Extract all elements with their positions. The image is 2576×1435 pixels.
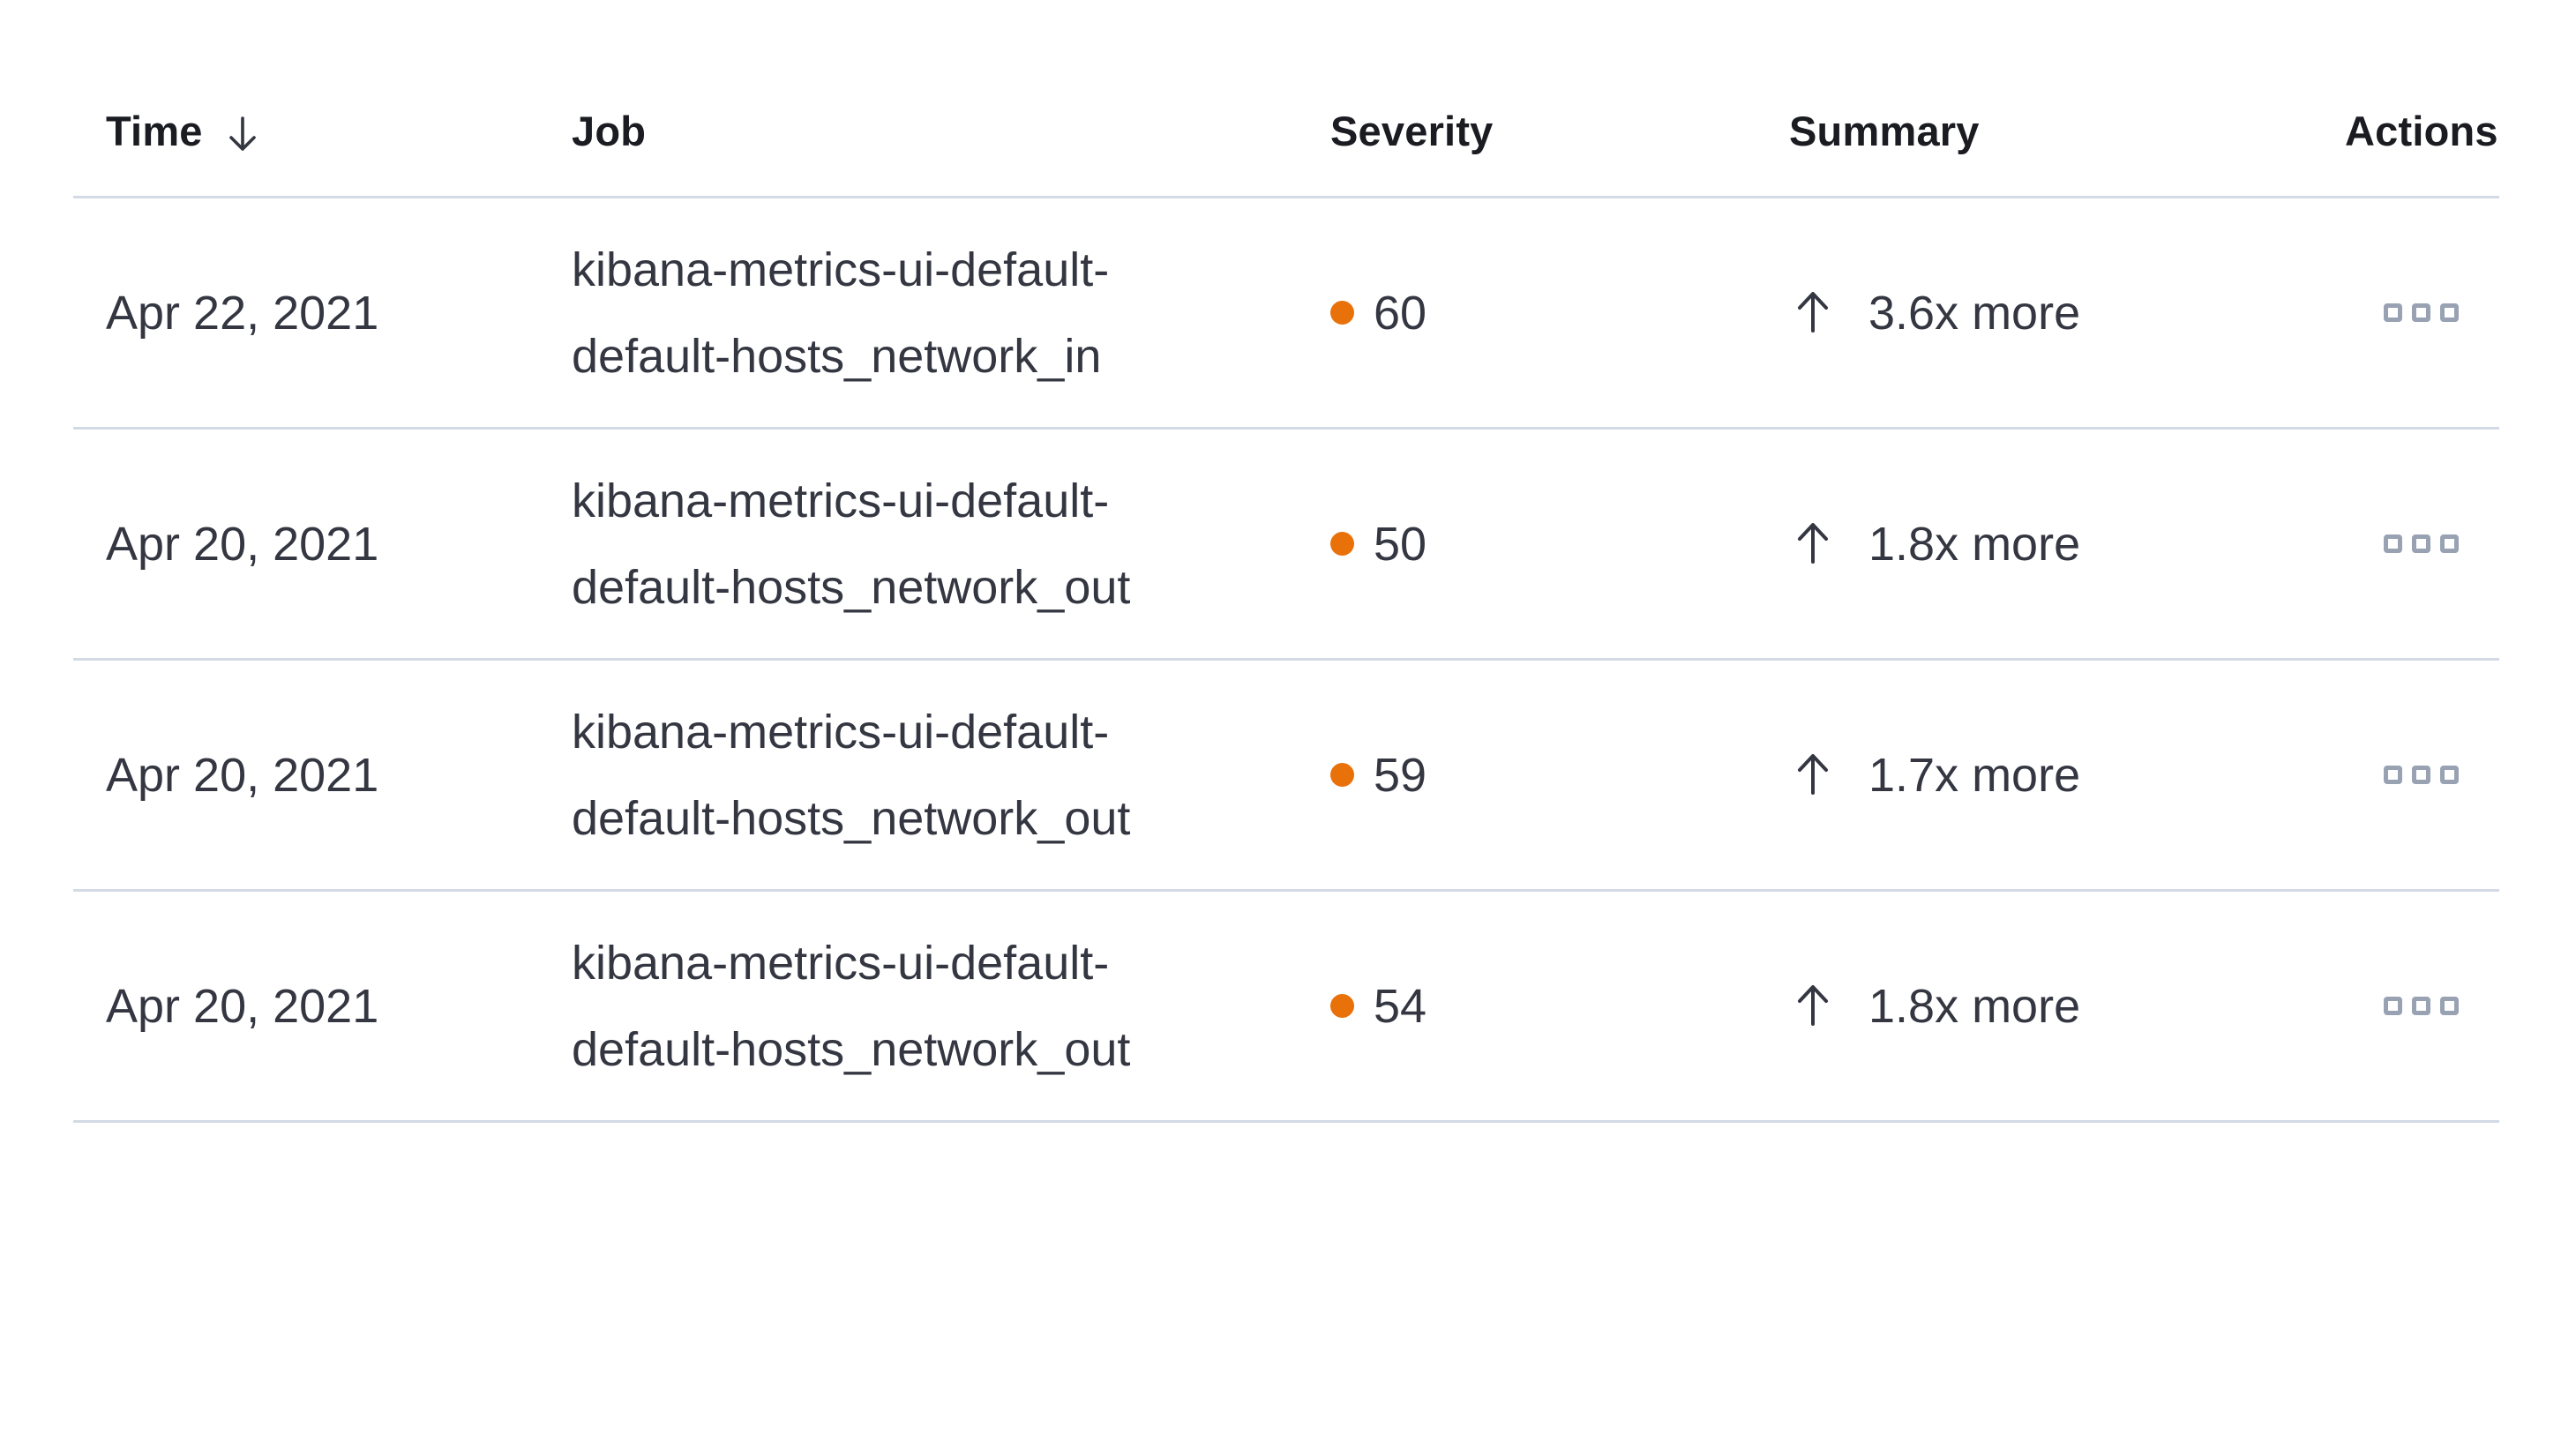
column-header-summary[interactable]: Summary bbox=[1789, 107, 2345, 155]
row-actions-button[interactable] bbox=[2384, 766, 2499, 784]
job-name: kibana-metrics-ui-default-default-hosts_… bbox=[572, 936, 1131, 1076]
time-value: Apr 22, 2021 bbox=[106, 286, 379, 340]
summary-text: 1.8x more bbox=[1868, 517, 2081, 571]
actions-cell bbox=[2345, 766, 2499, 784]
summary-text: 1.8x more bbox=[1868, 979, 2081, 1033]
time-value: Apr 20, 2021 bbox=[106, 517, 379, 571]
severity-dot-icon bbox=[1330, 301, 1354, 325]
job-name: kibana-metrics-ui-default-default-hosts_… bbox=[572, 243, 1110, 383]
column-header-actions: Actions bbox=[2345, 107, 2517, 155]
arrow-up-icon bbox=[1789, 749, 1837, 798]
severity-score: 54 bbox=[1374, 979, 1427, 1033]
job-cell: kibana-metrics-ui-default-default-hosts_… bbox=[572, 920, 1330, 1093]
severity-cell: 60 bbox=[1330, 286, 1789, 340]
sort-descending-icon bbox=[224, 114, 261, 154]
column-header-severity-label: Severity bbox=[1330, 108, 1494, 154]
severity-score: 50 bbox=[1374, 517, 1427, 571]
job-cell: kibana-metrics-ui-default-default-hosts_… bbox=[572, 227, 1330, 400]
job-name: kibana-metrics-ui-default-default-hosts_… bbox=[572, 705, 1131, 845]
column-header-time[interactable]: Time bbox=[73, 107, 572, 155]
job-cell: kibana-metrics-ui-default-default-hosts_… bbox=[572, 458, 1330, 631]
job-name: kibana-metrics-ui-default-default-hosts_… bbox=[572, 474, 1131, 614]
row-actions-button[interactable] bbox=[2384, 534, 2499, 553]
table-body: Apr 22, 2021 kibana-metrics-ui-default-d… bbox=[73, 198, 2499, 1123]
actions-cell bbox=[2345, 997, 2499, 1015]
column-header-time-label: Time bbox=[106, 108, 203, 154]
column-header-summary-label: Summary bbox=[1789, 108, 1980, 154]
time-value: Apr 20, 2021 bbox=[106, 979, 379, 1033]
time-cell: Apr 20, 2021 bbox=[73, 979, 572, 1034]
arrow-up-icon bbox=[1789, 980, 1837, 1029]
column-header-severity[interactable]: Severity bbox=[1330, 107, 1789, 155]
actions-menu-icon bbox=[2384, 766, 2402, 784]
summary-cell: 3.6x more bbox=[1789, 286, 2345, 340]
time-cell: Apr 20, 2021 bbox=[73, 517, 572, 572]
column-header-job[interactable]: Job bbox=[572, 107, 1330, 155]
anomaly-row: Apr 20, 2021 kibana-metrics-ui-default-d… bbox=[73, 661, 2499, 892]
anomaly-row: Apr 20, 2021 kibana-metrics-ui-default-d… bbox=[73, 430, 2499, 661]
severity-cell: 59 bbox=[1330, 748, 1789, 803]
summary-cell: 1.8x more bbox=[1789, 517, 2345, 572]
anomalies-table: Time Job Severity Summary Actions Apr 22… bbox=[73, 0, 2499, 1123]
severity-score: 59 bbox=[1374, 748, 1427, 802]
row-actions-button[interactable] bbox=[2384, 997, 2499, 1015]
job-cell: kibana-metrics-ui-default-default-hosts_… bbox=[572, 689, 1330, 862]
summary-cell: 1.7x more bbox=[1789, 748, 2345, 803]
time-cell: Apr 22, 2021 bbox=[73, 286, 572, 340]
summary-text: 1.7x more bbox=[1868, 748, 2081, 802]
actions-cell bbox=[2345, 534, 2499, 553]
summary-text: 3.6x more bbox=[1868, 286, 2081, 340]
actions-menu-icon bbox=[2384, 534, 2402, 553]
time-cell: Apr 20, 2021 bbox=[73, 748, 572, 803]
summary-cell: 1.8x more bbox=[1789, 979, 2345, 1034]
actions-menu-icon bbox=[2384, 303, 2402, 322]
anomaly-row: Apr 22, 2021 kibana-metrics-ui-default-d… bbox=[73, 198, 2499, 430]
actions-menu-icon bbox=[2384, 997, 2402, 1015]
table-header-row: Time Job Severity Summary Actions bbox=[73, 66, 2499, 198]
anomaly-row: Apr 20, 2021 kibana-metrics-ui-default-d… bbox=[73, 892, 2499, 1123]
column-header-actions-label: Actions bbox=[2345, 108, 2498, 154]
actions-cell bbox=[2345, 303, 2499, 322]
severity-dot-icon bbox=[1330, 994, 1354, 1018]
arrow-up-icon bbox=[1789, 518, 1837, 567]
time-value: Apr 20, 2021 bbox=[106, 748, 379, 802]
severity-dot-icon bbox=[1330, 532, 1354, 556]
row-actions-button[interactable] bbox=[2384, 303, 2499, 322]
column-header-job-label: Job bbox=[572, 108, 647, 154]
severity-cell: 50 bbox=[1330, 517, 1789, 572]
severity-dot-icon bbox=[1330, 763, 1354, 787]
severity-cell: 54 bbox=[1330, 979, 1789, 1034]
severity-score: 60 bbox=[1374, 286, 1427, 340]
arrow-up-icon bbox=[1789, 287, 1837, 336]
